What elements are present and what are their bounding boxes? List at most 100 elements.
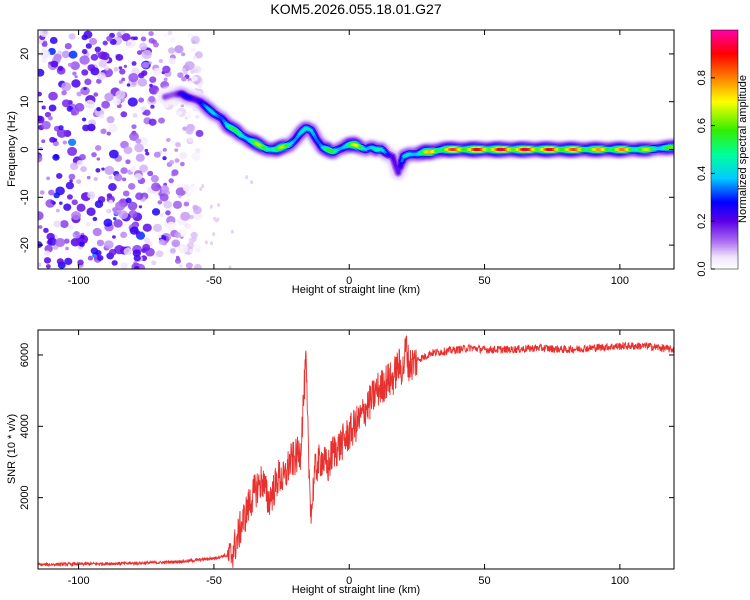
spectrogram-noise-blob xyxy=(148,85,160,95)
spectrogram-noise-blob xyxy=(56,172,63,179)
spectrogram-noise-blob xyxy=(84,99,95,109)
spectrogram-noise-blob xyxy=(192,244,202,253)
spectrogram-noise-blob xyxy=(100,128,107,135)
spectrogram-noise-blob xyxy=(250,180,254,185)
spectrogram-noise-blob xyxy=(87,123,96,132)
spectrogram-noise-blob xyxy=(195,129,204,138)
spectrogram-noise-blob xyxy=(190,231,198,239)
spectrogram-noise-blob xyxy=(77,259,84,266)
colorbar-ticks: 0.0 0.2 0.4 0.6 0.8 xyxy=(696,70,715,277)
snr-x-label: Height of straight line (km) xyxy=(292,584,420,596)
spectrogram-noise-blob xyxy=(74,75,78,79)
spectrogram-noise-blob xyxy=(74,102,85,112)
spectrogram-ytick-label: 10 xyxy=(19,96,31,108)
spectrogram-noise-blob xyxy=(162,156,167,161)
spectrogram-noise-blob xyxy=(175,142,181,148)
spectrogram-noise-blob xyxy=(144,148,149,153)
spectrogram-noise-blob xyxy=(135,192,144,200)
colorbar: 0.0 0.2 0.4 0.6 0.8 Normalized spectral ampl… xyxy=(696,29,749,277)
snr-panel: -100 -50 0 50 100 2000 4000 6000 Height of str… xyxy=(6,329,675,596)
spectrogram-noise-blob xyxy=(138,72,145,79)
spectrogram-noise-blob xyxy=(113,217,117,221)
spectrogram-noise-blob xyxy=(139,42,148,51)
spectrogram-noise-blob xyxy=(104,92,114,102)
colorbar-tick-label: 0.6 xyxy=(696,118,708,133)
spectrogram-noise-blob xyxy=(122,177,127,182)
spectrogram-noise-blob xyxy=(96,157,101,161)
spectrogram-noise-blob xyxy=(194,80,199,85)
snr-background xyxy=(38,330,674,569)
spectrogram-noise-blob xyxy=(48,91,58,101)
spectrogram-noise-blob xyxy=(184,222,191,229)
spectrogram-noise-blob xyxy=(78,153,86,161)
spectrogram-noise-blob xyxy=(38,154,43,163)
spectrogram-noise-blob xyxy=(102,40,108,46)
spectrogram-noise-blob xyxy=(182,70,188,75)
spectrogram-noise-blob xyxy=(160,185,170,194)
spectrogram-noise-blob xyxy=(147,170,154,177)
spectrogram-noise-blob xyxy=(66,194,73,200)
spectrogram-noise-blob xyxy=(108,149,119,159)
spectrogram-noise-blob xyxy=(58,125,64,131)
spectrogram-noise-blob xyxy=(92,216,98,222)
spectrogram-noise-blob xyxy=(189,249,194,253)
spectrogram-noise-blob xyxy=(68,50,78,59)
spectrogram-noise-blob xyxy=(189,185,197,193)
spectrogram-noise-blob xyxy=(131,61,137,66)
spectrogram-noise-blob xyxy=(44,250,51,257)
spectrogram-noise-blob xyxy=(142,111,147,116)
spectrogram-noise-blob xyxy=(162,65,171,74)
spectrogram-noise-blob xyxy=(153,151,161,158)
spectrogram-noise-blob xyxy=(108,183,117,191)
spectrogram-noise-blob xyxy=(190,70,195,74)
spectrogram-noise-blob xyxy=(101,167,105,171)
spectrogram-noise-blob xyxy=(127,97,138,107)
spectrogram-noise-blob xyxy=(38,91,42,97)
spectrogram-noise-blob xyxy=(129,226,139,235)
spectrogram-noise-blob xyxy=(138,205,143,209)
spectrogram-noise-blob xyxy=(153,41,159,48)
spectrogram-noise-blob xyxy=(76,203,86,212)
snr-x-axis: -100 -50 0 50 100 xyxy=(68,330,629,587)
spectrogram-noise-blob xyxy=(122,190,130,197)
spectrogram-noise-blob xyxy=(80,166,87,173)
spectrogram-noise-blob xyxy=(138,97,144,103)
spectrogram-noise-blob xyxy=(111,260,118,266)
spectrogram-noise-blob xyxy=(56,128,67,138)
spectrogram-noise-blob xyxy=(65,246,69,251)
spectrogram-noise-blob xyxy=(217,203,221,208)
spectrogram-noise-blob xyxy=(230,229,234,234)
spectrogram-noise-blob xyxy=(148,61,152,65)
spectrogram-noise-blob xyxy=(132,249,142,257)
spectrogram-noise-blob xyxy=(53,138,58,142)
spectrogram-xtick-label: -100 xyxy=(68,275,90,287)
spectrogram-noise-blob xyxy=(162,147,167,152)
spectrogram-noise-blob xyxy=(185,262,193,269)
snr-frame xyxy=(37,329,675,570)
spectrogram-noise-blob xyxy=(71,211,82,221)
spectrogram-noise-blob xyxy=(39,190,45,195)
spectrogram-noise-blob xyxy=(53,220,61,228)
spectrogram-noise-blob xyxy=(123,146,133,155)
spectrogram-noise-blob xyxy=(151,260,157,266)
snr-plot xyxy=(38,335,674,568)
spectrogram-noise-blob xyxy=(98,59,108,68)
spectrogram-noise-blob xyxy=(149,76,157,83)
spectrogram-noise-blob xyxy=(159,193,169,202)
spectrogram-noise-blob xyxy=(95,168,101,173)
spectrogram-noise-blob xyxy=(94,200,104,209)
spectrogram-noise-blob xyxy=(87,255,94,261)
spectrogram-noise-blob xyxy=(57,50,62,55)
spectrogram-noise-blob xyxy=(87,64,96,72)
spectrogram-noise-blob xyxy=(176,256,181,261)
spectrogram-noise-blob xyxy=(133,254,141,262)
spectrogram-noise-blob xyxy=(43,227,49,233)
snr-ytick-label: 2000 xyxy=(19,485,31,509)
spectrogram-noise-blob xyxy=(199,186,203,191)
spectrogram-noise-blob xyxy=(210,241,214,246)
spectrogram-noise-blob xyxy=(95,250,102,256)
spectrogram-noise-blob xyxy=(55,237,66,247)
spectrogram-noise-blob xyxy=(41,105,46,110)
spectrogram-noise-blob xyxy=(106,115,115,124)
spectrogram-noise-blob xyxy=(176,110,183,116)
